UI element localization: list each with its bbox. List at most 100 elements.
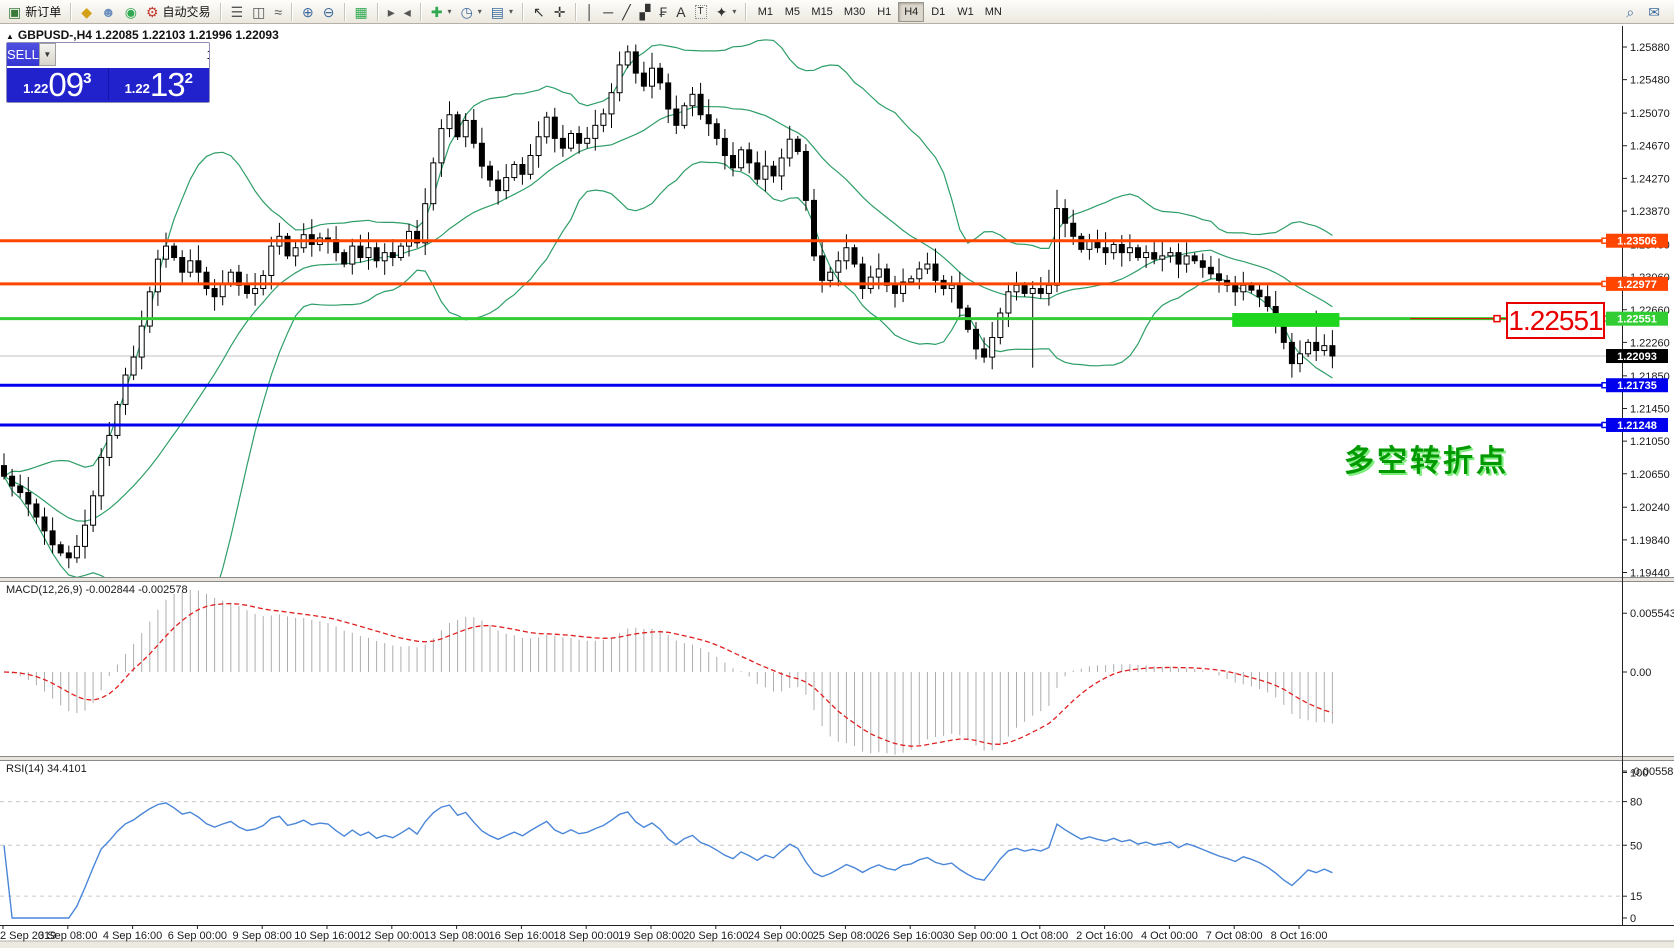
collapse-panel-icon[interactable]: ▲ xyxy=(6,32,14,41)
price-callout-annotation[interactable]: 1.22551 xyxy=(1506,302,1605,339)
period-presets-button[interactable]: ◷ ▾ xyxy=(457,1,486,22)
zoom-out-button[interactable]: ⊖ xyxy=(319,1,339,22)
svg-text:1.25480: 1.25480 xyxy=(1630,75,1670,87)
candle-bull xyxy=(1297,353,1303,365)
pane-separator[interactable] xyxy=(0,756,1674,761)
sell-price[interactable]: 1.22 09 3 xyxy=(7,68,109,101)
svg-text:-0.005583: -0.005583 xyxy=(1630,766,1674,778)
timeframe-h4-button[interactable]: H4 xyxy=(898,1,925,22)
svg-text:1.19840: 1.19840 xyxy=(1630,535,1670,547)
market-signals-button[interactable]: ◉ xyxy=(121,1,141,22)
candle-bull xyxy=(948,284,955,290)
sell-button[interactable]: SELL xyxy=(7,43,39,68)
new-order-button[interactable]: ▣ 新订单 xyxy=(4,1,65,22)
volume-decrease-button[interactable]: ▼ xyxy=(38,43,56,66)
candle-bear xyxy=(1313,341,1320,352)
volume-input[interactable] xyxy=(55,43,209,66)
rectangle-annotation[interactable] xyxy=(1232,313,1340,327)
chevron-down-icon[interactable]: ▾ xyxy=(509,7,514,16)
trendline-button[interactable]: ╱ xyxy=(618,1,634,22)
add-indicator-icon: ✚ xyxy=(430,3,443,20)
candle-bear xyxy=(673,108,680,126)
timeframe-d1-button[interactable]: D1 xyxy=(925,2,951,22)
zoom-in-button[interactable]: ⊕ xyxy=(298,1,318,22)
chevron-down-icon[interactable]: ▾ xyxy=(477,7,482,16)
order-ticket-button[interactable]: ◆ xyxy=(77,1,96,22)
chart-note-annotation[interactable]: 多空转折点 xyxy=(1344,445,1509,478)
candle-bull xyxy=(187,260,194,273)
timeframe-h1-button[interactable]: H1 xyxy=(871,2,897,22)
candle-bear xyxy=(657,67,664,84)
candle-bear xyxy=(859,263,866,290)
candle-bear xyxy=(1062,208,1069,224)
candle-bear xyxy=(25,492,32,505)
timeframe-m30-button[interactable]: M30 xyxy=(839,2,870,22)
callout-anchor-marker xyxy=(1493,314,1501,323)
rsi-pane xyxy=(0,801,1622,919)
candle-bear xyxy=(794,138,801,152)
chart-canvas[interactable]: 1.25880 1.25480 1.25070 1.24670 1.24270 1.238… xyxy=(0,24,1674,948)
timeframe-m1-button[interactable]: M1 xyxy=(752,2,778,22)
text-label-button[interactable]: T xyxy=(691,1,711,22)
candle-bear xyxy=(203,271,210,290)
svg-text:2 Oct 16:00: 2 Oct 16:00 xyxy=(1076,930,1133,942)
one-click-trading-panel: SELL ▼ ▲ BUY 1.22 09 3 1.22 13 2 xyxy=(6,42,210,103)
candle-bear xyxy=(1329,345,1336,357)
chart-line-button[interactable]: ≈ xyxy=(270,1,286,22)
arrows-shapes-button[interactable]: ✦ ▾ xyxy=(712,1,741,22)
timeframe-mn-button[interactable]: MN xyxy=(980,2,1007,22)
rsi-indicator-label: RSI(14) 34.4101 xyxy=(6,763,87,775)
horizontal-line-button[interactable]: ─ xyxy=(599,1,617,22)
tile-windows-icon: ▦ xyxy=(354,3,368,20)
chart-candles-button[interactable]: ◫ xyxy=(248,1,269,22)
symbol-ohlc-text: GBPUSD-,H4 1.22085 1.22103 1.21996 1.220… xyxy=(17,28,279,42)
equidistant-channel-button[interactable]: ▞ xyxy=(636,1,655,22)
chart-bars-button[interactable]: ☰ xyxy=(227,1,248,22)
vertical-line-button[interactable]: │ xyxy=(582,1,599,22)
timeframe-m5-button[interactable]: M5 xyxy=(779,2,805,22)
timeframe-m15-button[interactable]: M15 xyxy=(806,2,837,22)
candle-bear xyxy=(705,114,712,125)
candle-bull xyxy=(130,356,137,376)
pane-separator[interactable] xyxy=(0,577,1674,582)
tile-windows-button[interactable]: ▦ xyxy=(351,1,372,22)
cursor-button[interactable]: ↖ xyxy=(529,1,549,22)
add-indicator-button[interactable]: ✚ ▾ xyxy=(427,1,456,22)
auto-trading-button[interactable]: ⚙ 自动交易 xyxy=(142,1,215,22)
accounts-button[interactable]: ☻ xyxy=(97,1,120,22)
crosshair-button[interactable]: ✛ xyxy=(550,1,570,22)
chevron-down-icon[interactable]: ▾ xyxy=(732,7,737,16)
candle-bear xyxy=(932,263,939,281)
svg-text:6 Sep 00:00: 6 Sep 00:00 xyxy=(168,930,227,942)
auto-scroll-icon: ▸ xyxy=(387,3,395,20)
svg-text:1.21735: 1.21735 xyxy=(1617,380,1657,392)
candle-bear xyxy=(1037,288,1044,294)
candle-bull xyxy=(689,93,696,107)
new-order-icon: ▣ xyxy=(8,3,22,20)
candle-bear xyxy=(389,252,396,259)
auto-scroll-button[interactable]: ▸ xyxy=(384,1,399,22)
candle-bear xyxy=(1248,284,1255,291)
svg-text:1.21050: 1.21050 xyxy=(1630,436,1670,448)
svg-text:2 Sep 2019: 2 Sep 2019 xyxy=(0,930,56,942)
chart-shift-button[interactable]: ◂ xyxy=(400,1,415,22)
buy-price-pip: 2 xyxy=(184,70,193,87)
chevron-down-icon[interactable]: ▾ xyxy=(447,7,452,16)
search-button[interactable]: ⌕ xyxy=(1622,1,1638,22)
buy-price[interactable]: 1.22 13 2 xyxy=(109,68,210,101)
chat-button[interactable]: ✉ xyxy=(1644,1,1664,22)
chart-window: 1.25880 1.25480 1.25070 1.24670 1.24270 1.238… xyxy=(0,24,1674,948)
candle-bear xyxy=(551,116,558,139)
candle-bear xyxy=(892,284,898,294)
text-button[interactable]: A xyxy=(672,1,689,22)
fibonacci-button[interactable]: ₣ xyxy=(655,1,671,22)
chart-bars-icon: ☰ xyxy=(230,3,244,20)
candle-bull xyxy=(989,336,996,358)
timeframe-w1-button[interactable]: W1 xyxy=(952,2,979,22)
macd-histogram xyxy=(11,590,1333,755)
chart-template-button[interactable]: ▤ ▾ xyxy=(487,1,517,22)
candle-bull xyxy=(900,281,907,294)
toolbar-separator xyxy=(376,2,379,21)
candle-bull xyxy=(406,230,412,247)
